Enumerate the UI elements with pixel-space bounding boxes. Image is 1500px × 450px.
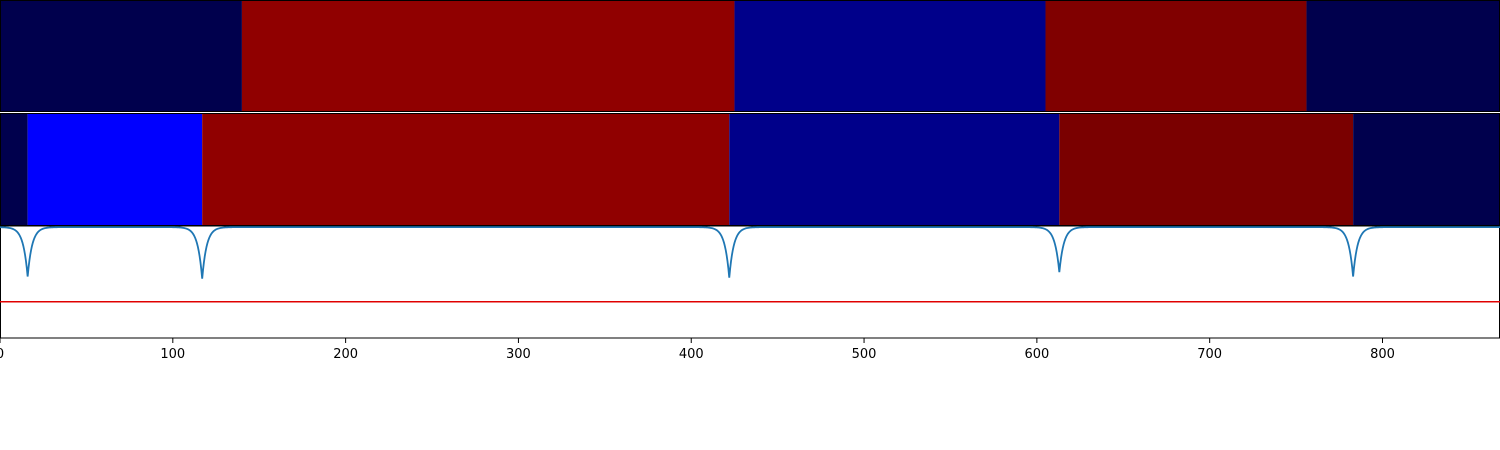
x-tick-label-800: 800: [1370, 347, 1395, 362]
x-tick-label-500: 500: [852, 347, 877, 362]
middle-band-segment-1: [27, 113, 203, 226]
top-band-segment-2: [734, 0, 1046, 112]
middle-band-segment-5: [1353, 113, 1500, 226]
top-band-segment-3: [1045, 0, 1307, 112]
x-tick-label-300: 300: [506, 347, 531, 362]
x-tick-label-200: 200: [333, 347, 358, 362]
middle-band-segment-3: [729, 113, 1060, 226]
x-tick-label-600: 600: [1024, 347, 1049, 362]
top-band-segment-1: [241, 0, 735, 112]
middle-band-segment-2: [202, 113, 730, 226]
x-tick-label-400: 400: [679, 347, 704, 362]
x-tick-label-700: 700: [1197, 347, 1222, 362]
plot-frame: [0, 225, 1500, 339]
middle-band-segment-0: [0, 113, 28, 226]
signal-plot: [0, 225, 1500, 339]
middle-segment-band: [0, 113, 1500, 226]
x-tick-label-100: 100: [160, 347, 185, 362]
top-band-segment-0: [0, 0, 242, 112]
top-band-segment-4: [1306, 0, 1500, 112]
x-tick-label-0: 0: [0, 347, 4, 362]
top-segment-band: [0, 0, 1500, 112]
signal-series-line: [0, 226, 1500, 279]
x-axis: 0 100 200 300 400 500 600 700 800: [0, 338, 1395, 362]
middle-band-segment-4: [1059, 113, 1354, 226]
